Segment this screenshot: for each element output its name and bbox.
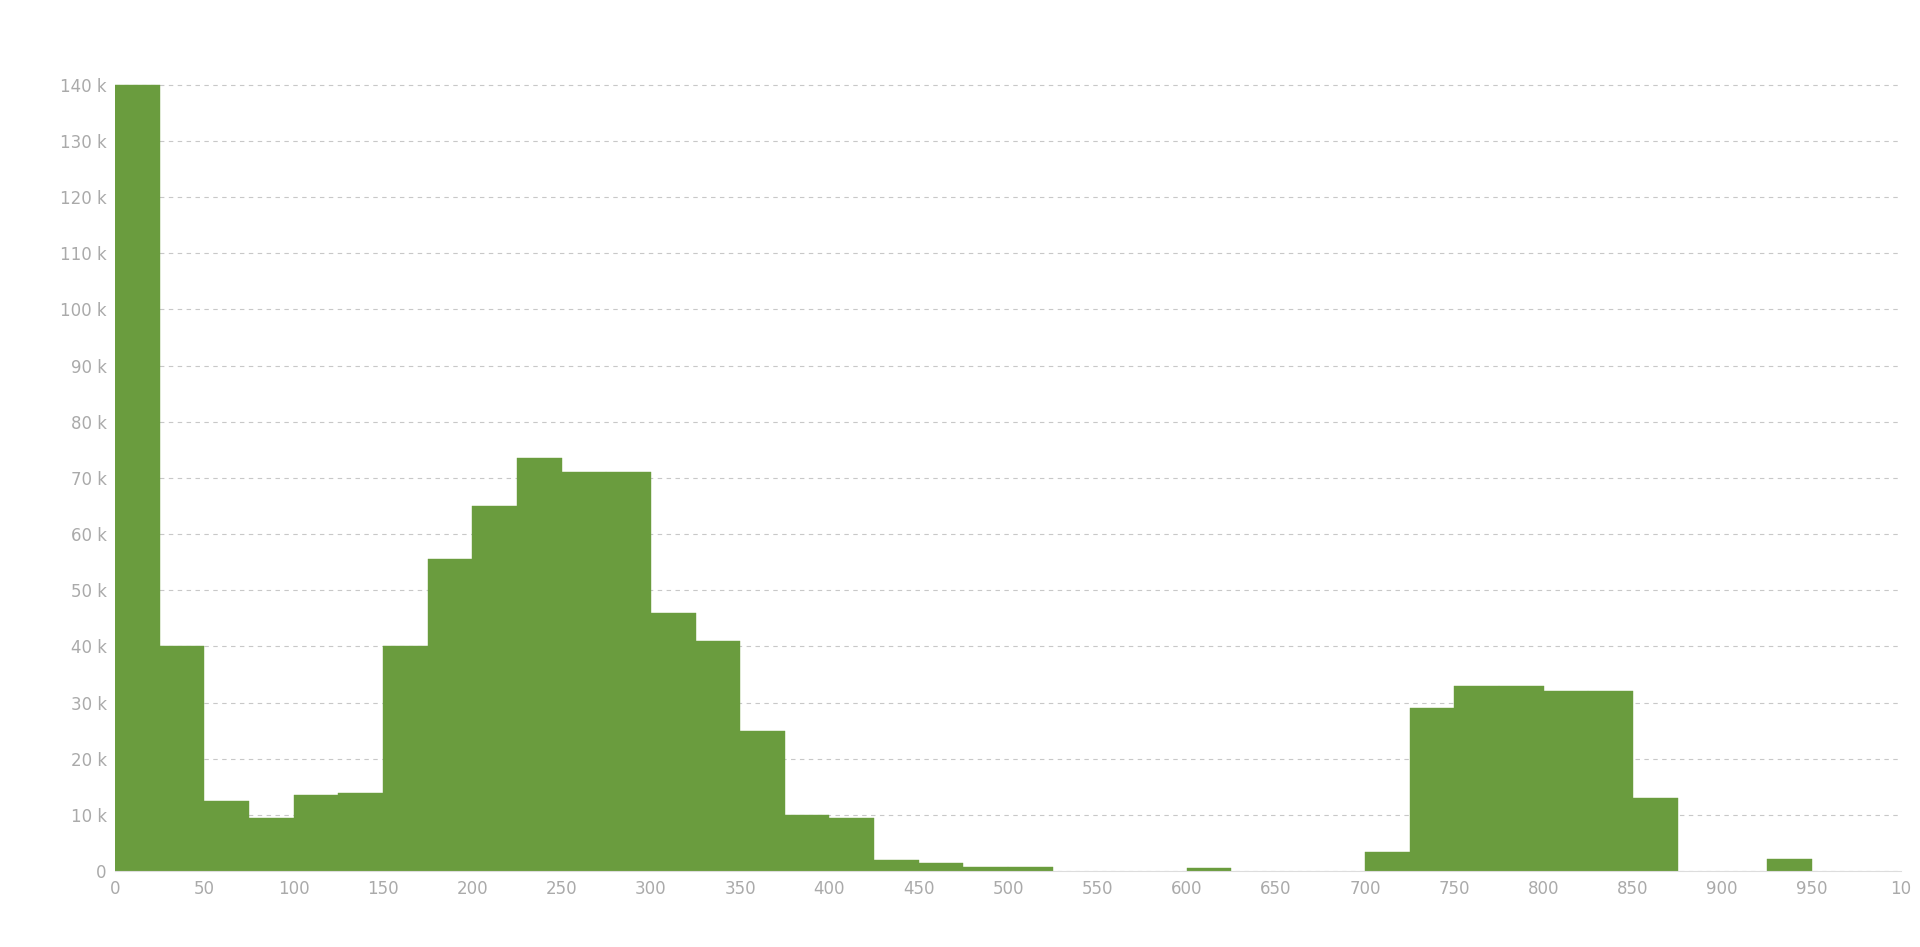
- Bar: [874, 860, 918, 871]
- Bar: [1409, 708, 1455, 871]
- Bar: [204, 801, 250, 871]
- Bar: [1455, 686, 1500, 871]
- Bar: [294, 795, 338, 871]
- Bar: [338, 793, 382, 871]
- Bar: [159, 647, 204, 871]
- Bar: [651, 613, 695, 871]
- Bar: [785, 815, 829, 871]
- Bar: [1187, 868, 1231, 871]
- Bar: [964, 867, 1008, 871]
- Bar: [115, 84, 159, 871]
- Bar: [382, 647, 428, 871]
- Bar: [516, 458, 561, 871]
- Bar: [1766, 859, 1812, 871]
- Bar: [739, 731, 785, 871]
- Bar: [1588, 691, 1632, 871]
- Bar: [250, 818, 294, 871]
- Bar: [829, 818, 874, 871]
- Bar: [1500, 686, 1544, 871]
- Bar: [472, 506, 516, 871]
- Bar: [607, 473, 651, 871]
- Bar: [561, 473, 607, 871]
- Bar: [1365, 851, 1409, 871]
- Bar: [1008, 867, 1052, 871]
- Bar: [1544, 691, 1588, 871]
- Bar: [1632, 798, 1678, 871]
- Bar: [918, 863, 964, 871]
- Bar: [695, 641, 739, 871]
- Bar: [428, 560, 472, 871]
